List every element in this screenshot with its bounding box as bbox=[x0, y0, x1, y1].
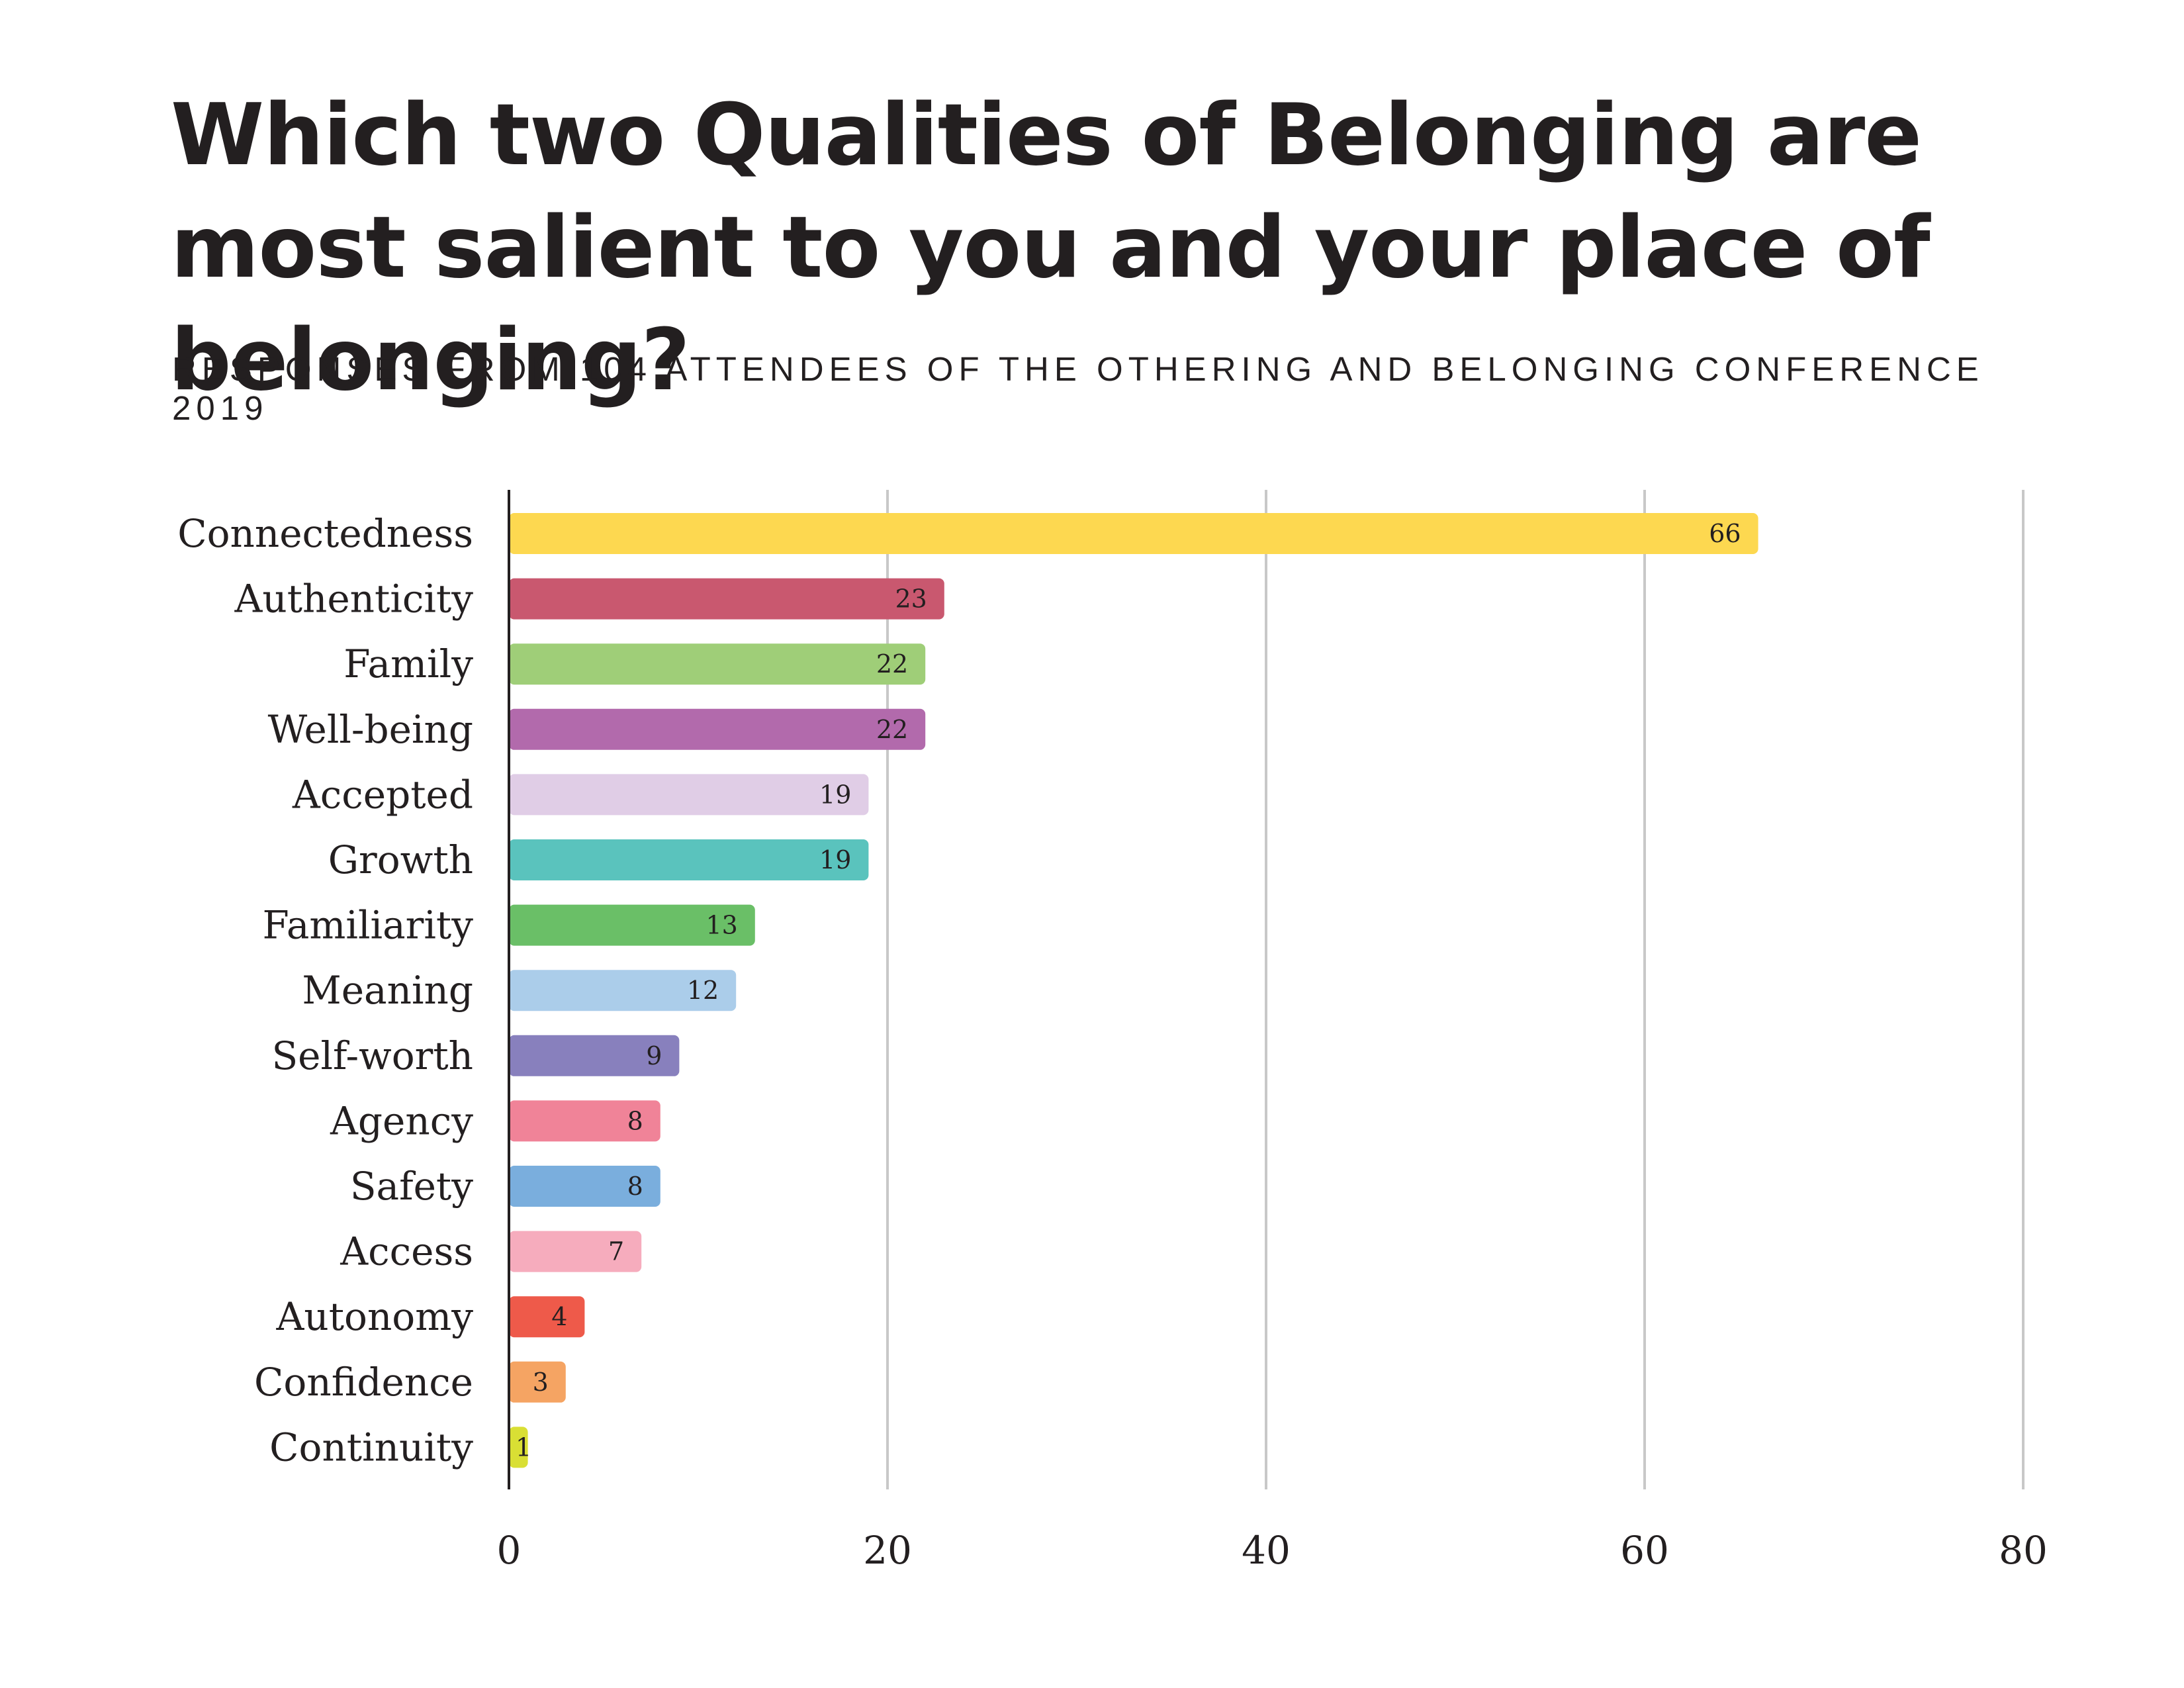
category-label: Family bbox=[343, 641, 473, 686]
bar-self-worth bbox=[509, 1035, 680, 1076]
bar-accepted bbox=[509, 774, 869, 816]
data-label: 4 bbox=[551, 1302, 567, 1331]
x-tick-label: 60 bbox=[1620, 1528, 1669, 1573]
bar-continuity bbox=[509, 1427, 528, 1468]
data-label: 7 bbox=[608, 1237, 624, 1266]
data-label: 23 bbox=[895, 585, 927, 614]
data-label: 22 bbox=[876, 715, 908, 744]
bar-connectedness bbox=[509, 513, 1758, 554]
category-label: Familiarity bbox=[263, 903, 474, 948]
x-tick-label: 20 bbox=[863, 1528, 912, 1573]
category-label: Well-being bbox=[268, 707, 473, 752]
bar-authenticity bbox=[509, 578, 944, 620]
category-label: Self-worth bbox=[271, 1033, 473, 1078]
data-label: 8 bbox=[627, 1172, 643, 1201]
category-label: Growth bbox=[328, 837, 473, 882]
bar-confidence bbox=[509, 1361, 566, 1403]
data-label: 66 bbox=[1709, 519, 1741, 548]
chart-title: Which two Qualities of Belonging are mos… bbox=[171, 86, 1931, 410]
data-label: 8 bbox=[627, 1106, 643, 1135]
x-tick-label: 40 bbox=[1242, 1528, 1291, 1573]
category-label: Confidence bbox=[254, 1360, 473, 1405]
category-label: Access bbox=[340, 1229, 473, 1274]
category-label: Accepted bbox=[292, 772, 473, 817]
data-label: 19 bbox=[819, 780, 851, 809]
bar-access bbox=[509, 1231, 642, 1272]
category-label: Continuity bbox=[269, 1425, 473, 1470]
bar-agency bbox=[509, 1100, 660, 1142]
data-label: 1 bbox=[516, 1432, 531, 1462]
data-label: 3 bbox=[533, 1368, 549, 1397]
bar-autonomy bbox=[509, 1296, 585, 1338]
category-label: Agency bbox=[330, 1098, 473, 1143]
bar-safety bbox=[509, 1166, 660, 1207]
category-label: Authenticity bbox=[234, 577, 473, 622]
chart-subtitle: Responses from 104 attendees of the Othe… bbox=[172, 350, 1984, 427]
data-label: 9 bbox=[646, 1041, 662, 1070]
category-label: Autonomy bbox=[275, 1294, 473, 1339]
data-label: 22 bbox=[876, 649, 908, 679]
x-tick-label: 80 bbox=[1999, 1528, 2048, 1573]
bar-meaning bbox=[509, 970, 737, 1011]
bar-familiarity bbox=[509, 904, 755, 946]
data-label: 19 bbox=[819, 845, 851, 874]
category-label: Connectedness bbox=[177, 511, 473, 556]
bar-well-being bbox=[509, 708, 926, 750]
category-label: Meaning bbox=[302, 968, 473, 1013]
bar-growth bbox=[509, 839, 869, 880]
x-tick-label: 0 bbox=[497, 1528, 522, 1573]
category-label: Safety bbox=[350, 1164, 473, 1209]
bar-family bbox=[509, 643, 926, 685]
data-label: 12 bbox=[687, 976, 719, 1005]
data-label: 13 bbox=[705, 911, 737, 940]
